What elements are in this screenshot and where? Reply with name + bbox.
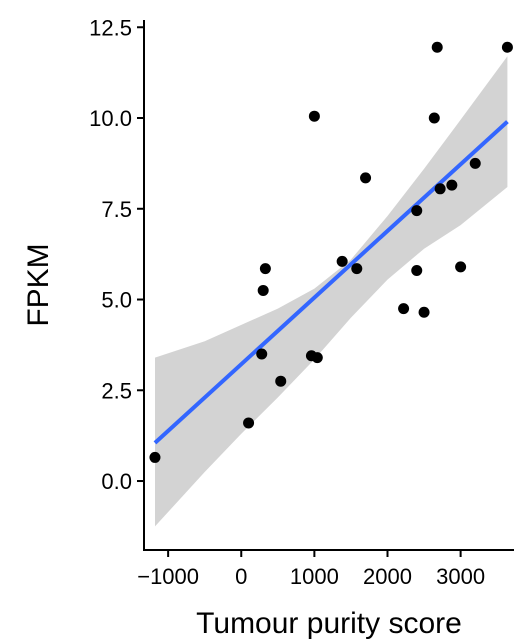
data-point	[446, 179, 458, 191]
data-points-layer	[149, 41, 513, 463]
data-point	[149, 451, 161, 463]
data-point	[243, 417, 255, 429]
x-tick-label: 1000	[290, 564, 339, 589]
fit-line-layer	[153, 120, 509, 445]
data-point	[469, 157, 481, 169]
data-point	[259, 263, 271, 275]
data-point	[360, 172, 372, 184]
confidence-band-layer	[155, 56, 508, 527]
data-point	[411, 205, 423, 217]
data-point	[311, 352, 323, 364]
data-point	[351, 263, 363, 275]
x-tick-label: 3000	[436, 564, 485, 589]
y-tick-label: 2.5	[101, 378, 132, 403]
data-point	[455, 261, 467, 273]
x-tick-label: 2000	[363, 564, 412, 589]
data-point	[501, 41, 513, 53]
data-point	[418, 306, 430, 318]
y-tick-label: 7.5	[101, 197, 132, 222]
data-point	[428, 112, 440, 124]
data-point	[308, 110, 320, 122]
data-point	[257, 284, 269, 296]
regression-line	[153, 120, 509, 445]
x-axis-title: Tumour purity score	[196, 607, 462, 640]
data-point	[275, 375, 287, 387]
data-point	[434, 183, 446, 195]
y-tick-label: 0.0	[101, 469, 132, 494]
data-point	[398, 303, 410, 315]
x-tick-label: 0	[235, 564, 247, 589]
x-tick-label: −1000	[137, 564, 199, 589]
data-point	[431, 41, 443, 53]
y-tick-label: 12.5	[89, 15, 132, 40]
data-point	[336, 255, 348, 267]
data-point	[256, 348, 268, 360]
y-tick-label: 10.0	[89, 106, 132, 131]
data-point	[411, 264, 423, 276]
y-tick-label: 5.0	[101, 288, 132, 313]
y-axis-title: FPKM	[22, 243, 55, 326]
axes-layer: 0.0 2.5 5.0 7.5 10.0 12.5 −1000 0 1000 2000 3000	[89, 15, 514, 589]
confidence-band	[155, 56, 508, 527]
